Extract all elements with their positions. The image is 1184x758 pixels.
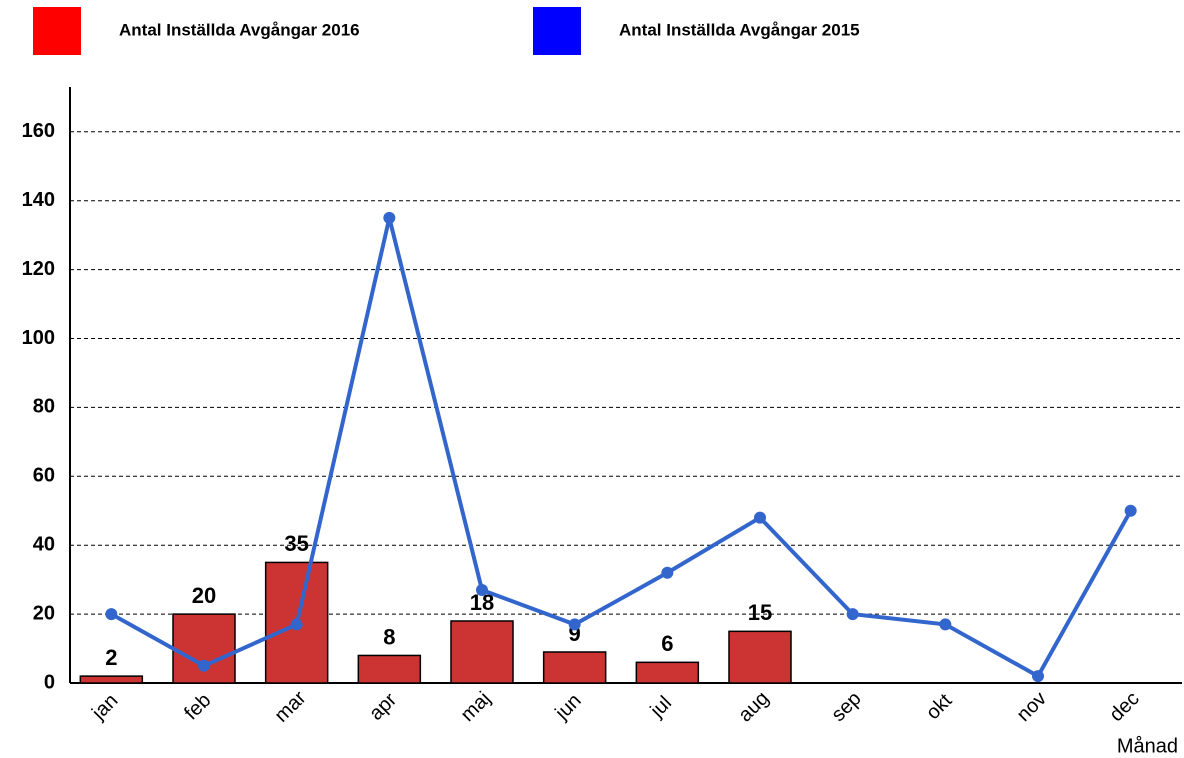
bar bbox=[728, 630, 792, 684]
x-tick-label: okt bbox=[922, 689, 957, 724]
line-point bbox=[383, 211, 396, 224]
y-tick-label: 40 bbox=[33, 533, 55, 555]
line-point bbox=[568, 618, 581, 631]
x-tick-label: jun bbox=[551, 690, 586, 725]
data-label: 15 bbox=[748, 600, 772, 625]
y-tick-label: 160 bbox=[22, 120, 55, 142]
bar bbox=[635, 661, 700, 684]
x-tick-label: aug bbox=[734, 687, 773, 726]
line-point bbox=[1032, 670, 1044, 683]
x-tick-label: nov bbox=[1013, 688, 1051, 726]
data-label: 6 bbox=[661, 631, 673, 656]
data-label: 2 bbox=[105, 645, 117, 670]
bar bbox=[172, 613, 236, 684]
y-tick-label: 0 bbox=[44, 671, 55, 693]
x-tick-label: mar bbox=[271, 687, 311, 727]
bar bbox=[542, 651, 607, 684]
x-tick-label: sep bbox=[827, 688, 865, 726]
line-point bbox=[939, 618, 952, 631]
line-point bbox=[476, 583, 488, 596]
line-point bbox=[1124, 504, 1137, 517]
data-label: 20 bbox=[192, 583, 216, 608]
bar bbox=[79, 675, 144, 684]
line-point bbox=[661, 566, 674, 579]
y-tick-label: 120 bbox=[22, 258, 55, 280]
x-tick-label: maj bbox=[457, 688, 495, 726]
line-point bbox=[105, 608, 118, 621]
legend-label: Antal Inställda Avgångar 2016 bbox=[119, 20, 360, 39]
legend-swatch bbox=[33, 7, 81, 55]
x-tick-label: feb bbox=[180, 689, 215, 724]
data-label: 35 bbox=[284, 531, 308, 556]
x-tick-label: dec bbox=[1105, 688, 1143, 726]
y-tick-label: 140 bbox=[22, 189, 55, 211]
x-tick-label: apr bbox=[365, 689, 401, 725]
bar bbox=[357, 654, 422, 684]
bar bbox=[450, 620, 514, 684]
line-point bbox=[846, 608, 859, 621]
line-point bbox=[198, 659, 210, 672]
y-tick-label: 80 bbox=[33, 396, 55, 418]
x-tick-label: jul bbox=[646, 692, 676, 722]
y-tick-label: 60 bbox=[33, 465, 55, 487]
y-tick-label: 100 bbox=[22, 327, 55, 349]
line-point bbox=[290, 618, 303, 631]
x-axis-label: Månad bbox=[1117, 735, 1178, 757]
legend-swatch bbox=[533, 7, 581, 55]
x-tick-label: jan bbox=[87, 690, 122, 725]
legend-label: Antal Inställda Avgångar 2015 bbox=[619, 20, 860, 39]
line bbox=[110, 217, 1133, 679]
line-point bbox=[754, 511, 766, 524]
y-tick-label: 20 bbox=[33, 602, 55, 624]
data-label: 8 bbox=[383, 624, 395, 649]
